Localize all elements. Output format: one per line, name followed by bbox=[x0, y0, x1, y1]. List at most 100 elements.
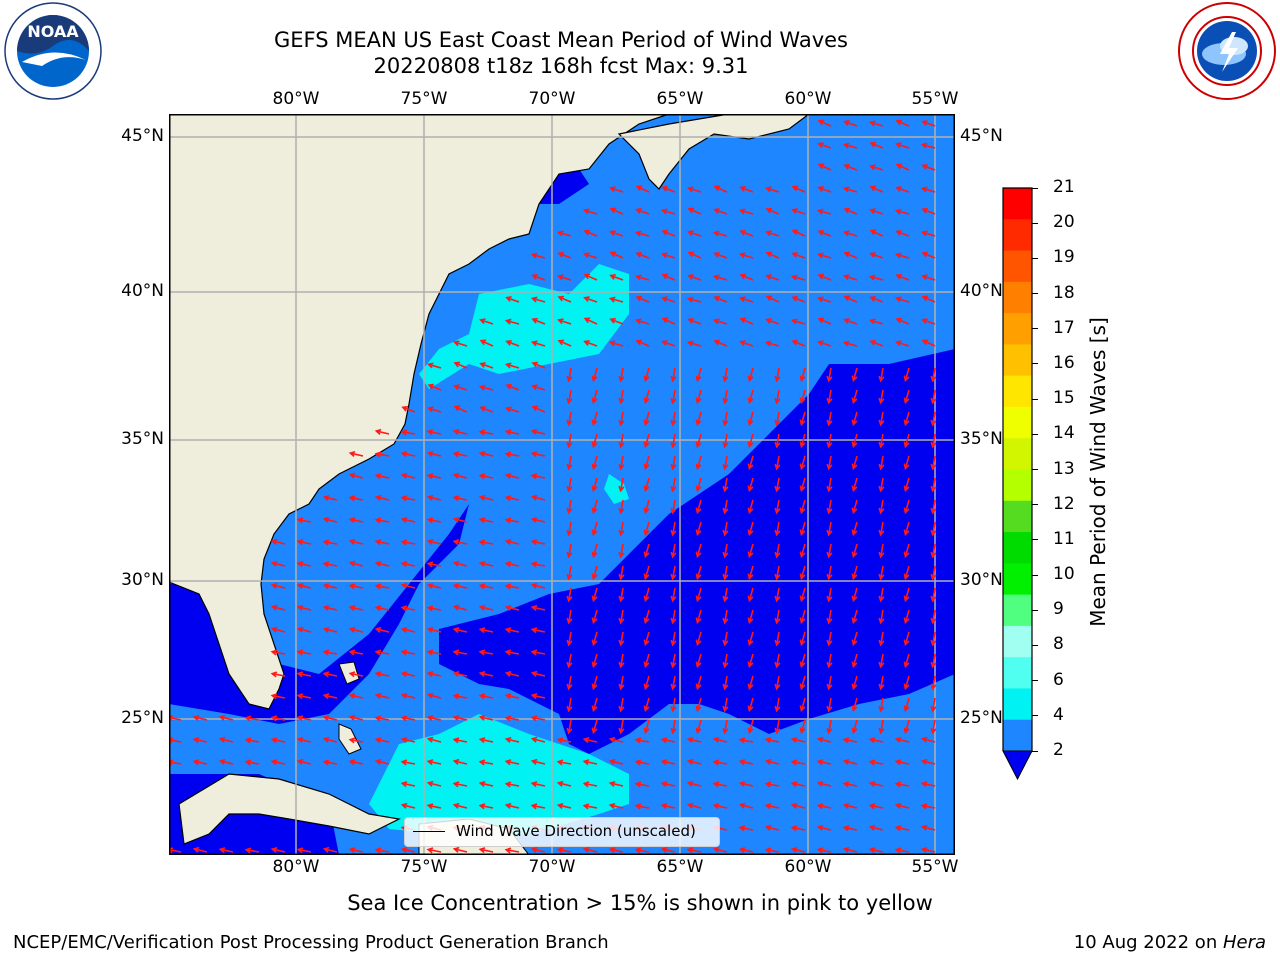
wave-direction-arrow bbox=[686, 780, 702, 787]
wave-direction-arrow bbox=[374, 539, 390, 546]
colorbar-tick-label: 14 bbox=[1053, 423, 1075, 444]
wave-direction-arrow bbox=[556, 274, 572, 281]
colorbar-segment bbox=[1003, 532, 1032, 564]
wave-direction-arrow bbox=[774, 653, 781, 669]
colorbar-segment bbox=[1003, 563, 1032, 596]
wave-direction-arrow bbox=[738, 780, 754, 787]
colorbar bbox=[1000, 186, 1080, 786]
wave-direction-arrow bbox=[530, 715, 546, 722]
legend-label: Wind Wave Direction (unscaled) bbox=[456, 822, 696, 840]
wave-direction-arrow bbox=[566, 543, 573, 559]
wave-direction-arrow bbox=[643, 565, 650, 581]
wave-direction-arrow bbox=[348, 847, 364, 854]
wave-direction-arrow bbox=[452, 516, 468, 523]
wave-direction-arrow bbox=[894, 252, 910, 259]
wave-direction-arrow bbox=[826, 411, 833, 427]
wave-direction-arrow bbox=[842, 142, 858, 149]
wave-direction-arrow bbox=[270, 626, 286, 633]
wave-direction-arrow bbox=[687, 186, 702, 193]
wave-direction-arrow bbox=[921, 339, 936, 347]
wave-direction-arrow bbox=[374, 473, 390, 480]
wave-direction-arrow bbox=[903, 675, 910, 691]
wave-direction-arrow bbox=[869, 141, 884, 149]
wave-direction-arrow bbox=[557, 318, 572, 325]
wave-direction-arrow bbox=[868, 274, 884, 281]
wave-direction-arrow bbox=[591, 521, 598, 537]
wave-direction-arrow bbox=[686, 296, 702, 303]
wave-direction-arrow bbox=[661, 229, 676, 237]
wave-direction-arrow bbox=[695, 565, 702, 581]
wave-direction-arrow bbox=[296, 626, 312, 633]
wave-direction-arrow bbox=[774, 499, 781, 515]
wave-direction-arrow bbox=[764, 803, 780, 810]
wave-direction-arrow bbox=[930, 609, 937, 625]
wave-direction-arrow bbox=[452, 472, 468, 479]
wave-direction-arrow bbox=[921, 251, 936, 259]
wave-direction-arrow bbox=[504, 649, 520, 656]
wave-direction-arrow bbox=[921, 120, 936, 127]
wave-direction-arrow bbox=[774, 389, 781, 405]
wave-direction-arrow bbox=[851, 565, 858, 581]
wave-direction-arrow bbox=[591, 389, 598, 405]
wave-direction-arrow bbox=[635, 318, 650, 325]
wave-direction-arrow bbox=[504, 847, 520, 854]
wave-direction-arrow bbox=[930, 477, 937, 493]
wave-direction-arrow bbox=[894, 296, 910, 303]
wave-direction-arrow bbox=[843, 274, 858, 281]
wave-direction-arrow bbox=[878, 653, 885, 669]
wave-direction-arrow bbox=[479, 318, 494, 325]
wave-direction-arrow bbox=[660, 803, 676, 810]
wave-direction-arrow bbox=[374, 737, 390, 744]
wave-direction-arrow bbox=[609, 251, 624, 259]
wave-direction-arrow bbox=[868, 780, 884, 787]
wave-direction-arrow bbox=[869, 339, 884, 347]
wave-direction-arrow bbox=[851, 477, 858, 493]
plot-title: GEFS MEAN US East Coast Mean Period of W… bbox=[274, 28, 848, 52]
wave-direction-arrow bbox=[643, 587, 650, 603]
wave-direction-arrow bbox=[608, 780, 624, 787]
wave-direction-arrow bbox=[670, 499, 677, 515]
wave-direction-arrow bbox=[851, 411, 858, 427]
wave-direction-arrow bbox=[903, 719, 910, 735]
wave-direction-arrow bbox=[713, 339, 728, 347]
colorbar-segment bbox=[1003, 500, 1032, 533]
map-area bbox=[169, 114, 955, 855]
wave-direction-arrow bbox=[920, 803, 936, 810]
wave-direction-arrow bbox=[920, 736, 936, 743]
lat-tick-label-left: 45°N bbox=[121, 126, 164, 146]
wave-direction-arrow bbox=[930, 631, 937, 647]
wave-direction-arrow bbox=[322, 693, 338, 700]
wave-direction-arrow bbox=[296, 517, 312, 524]
wave-direction-arrow bbox=[869, 295, 884, 303]
colorbar-tick-mark bbox=[1032, 187, 1038, 189]
lat-tick-label-right: 25°N bbox=[960, 708, 1003, 728]
wave-direction-arrow bbox=[765, 295, 780, 303]
wave-direction-arrow bbox=[374, 560, 390, 567]
wave-direction-arrow bbox=[453, 405, 468, 413]
wave-direction-arrow bbox=[817, 317, 832, 325]
wave-direction-arrow bbox=[816, 736, 832, 743]
wave-direction-arrow bbox=[791, 339, 806, 347]
wave-direction-arrow bbox=[660, 208, 676, 215]
wave-direction-arrow bbox=[591, 675, 598, 691]
wave-direction-arrow bbox=[452, 714, 468, 721]
wave-direction-arrow bbox=[609, 317, 624, 325]
wave-direction-arrow bbox=[765, 251, 780, 259]
lon-tick-label-bottom: 65°W bbox=[656, 857, 704, 877]
wave-direction-arrow bbox=[426, 561, 442, 568]
wave-direction-arrow bbox=[660, 737, 676, 744]
wave-direction-arrow bbox=[816, 208, 832, 215]
wave-direction-arrow bbox=[930, 389, 937, 405]
wave-direction-arrow bbox=[670, 697, 677, 713]
wave-direction-arrow bbox=[618, 719, 625, 735]
wave-direction-arrow bbox=[661, 317, 676, 325]
colorbar-segment bbox=[1003, 281, 1032, 314]
wave-direction-arrow bbox=[504, 759, 520, 766]
wave-direction-arrow bbox=[643, 433, 650, 449]
wave-direction-arrow bbox=[591, 587, 598, 603]
wave-direction-arrow bbox=[930, 565, 937, 581]
wave-direction-arrow bbox=[747, 631, 754, 647]
wave-direction-arrow bbox=[930, 697, 937, 713]
wave-direction-arrow bbox=[566, 367, 573, 383]
wave-direction-arrow bbox=[930, 653, 937, 669]
